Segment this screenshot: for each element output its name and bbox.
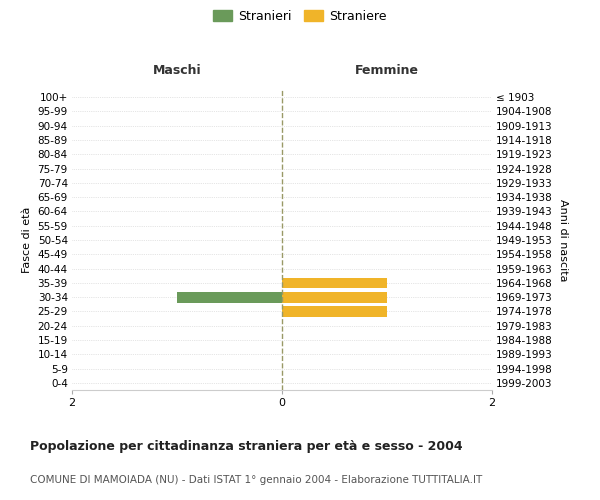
Text: Femmine: Femmine xyxy=(355,64,419,78)
Text: COMUNE DI MAMOIADA (NU) - Dati ISTAT 1° gennaio 2004 - Elaborazione TUTTITALIA.I: COMUNE DI MAMOIADA (NU) - Dati ISTAT 1° … xyxy=(30,475,482,485)
Legend: Stranieri, Straniere: Stranieri, Straniere xyxy=(209,6,391,26)
Y-axis label: Anni di nascita: Anni di nascita xyxy=(559,198,568,281)
Text: Popolazione per cittadinanza straniera per età e sesso - 2004: Popolazione per cittadinanza straniera p… xyxy=(30,440,463,453)
Bar xyxy=(282,278,387,288)
Bar xyxy=(282,292,387,302)
Bar xyxy=(282,306,387,317)
Bar xyxy=(177,292,282,302)
Y-axis label: Fasce di età: Fasce di età xyxy=(22,207,32,273)
Text: Maschi: Maschi xyxy=(152,64,202,78)
